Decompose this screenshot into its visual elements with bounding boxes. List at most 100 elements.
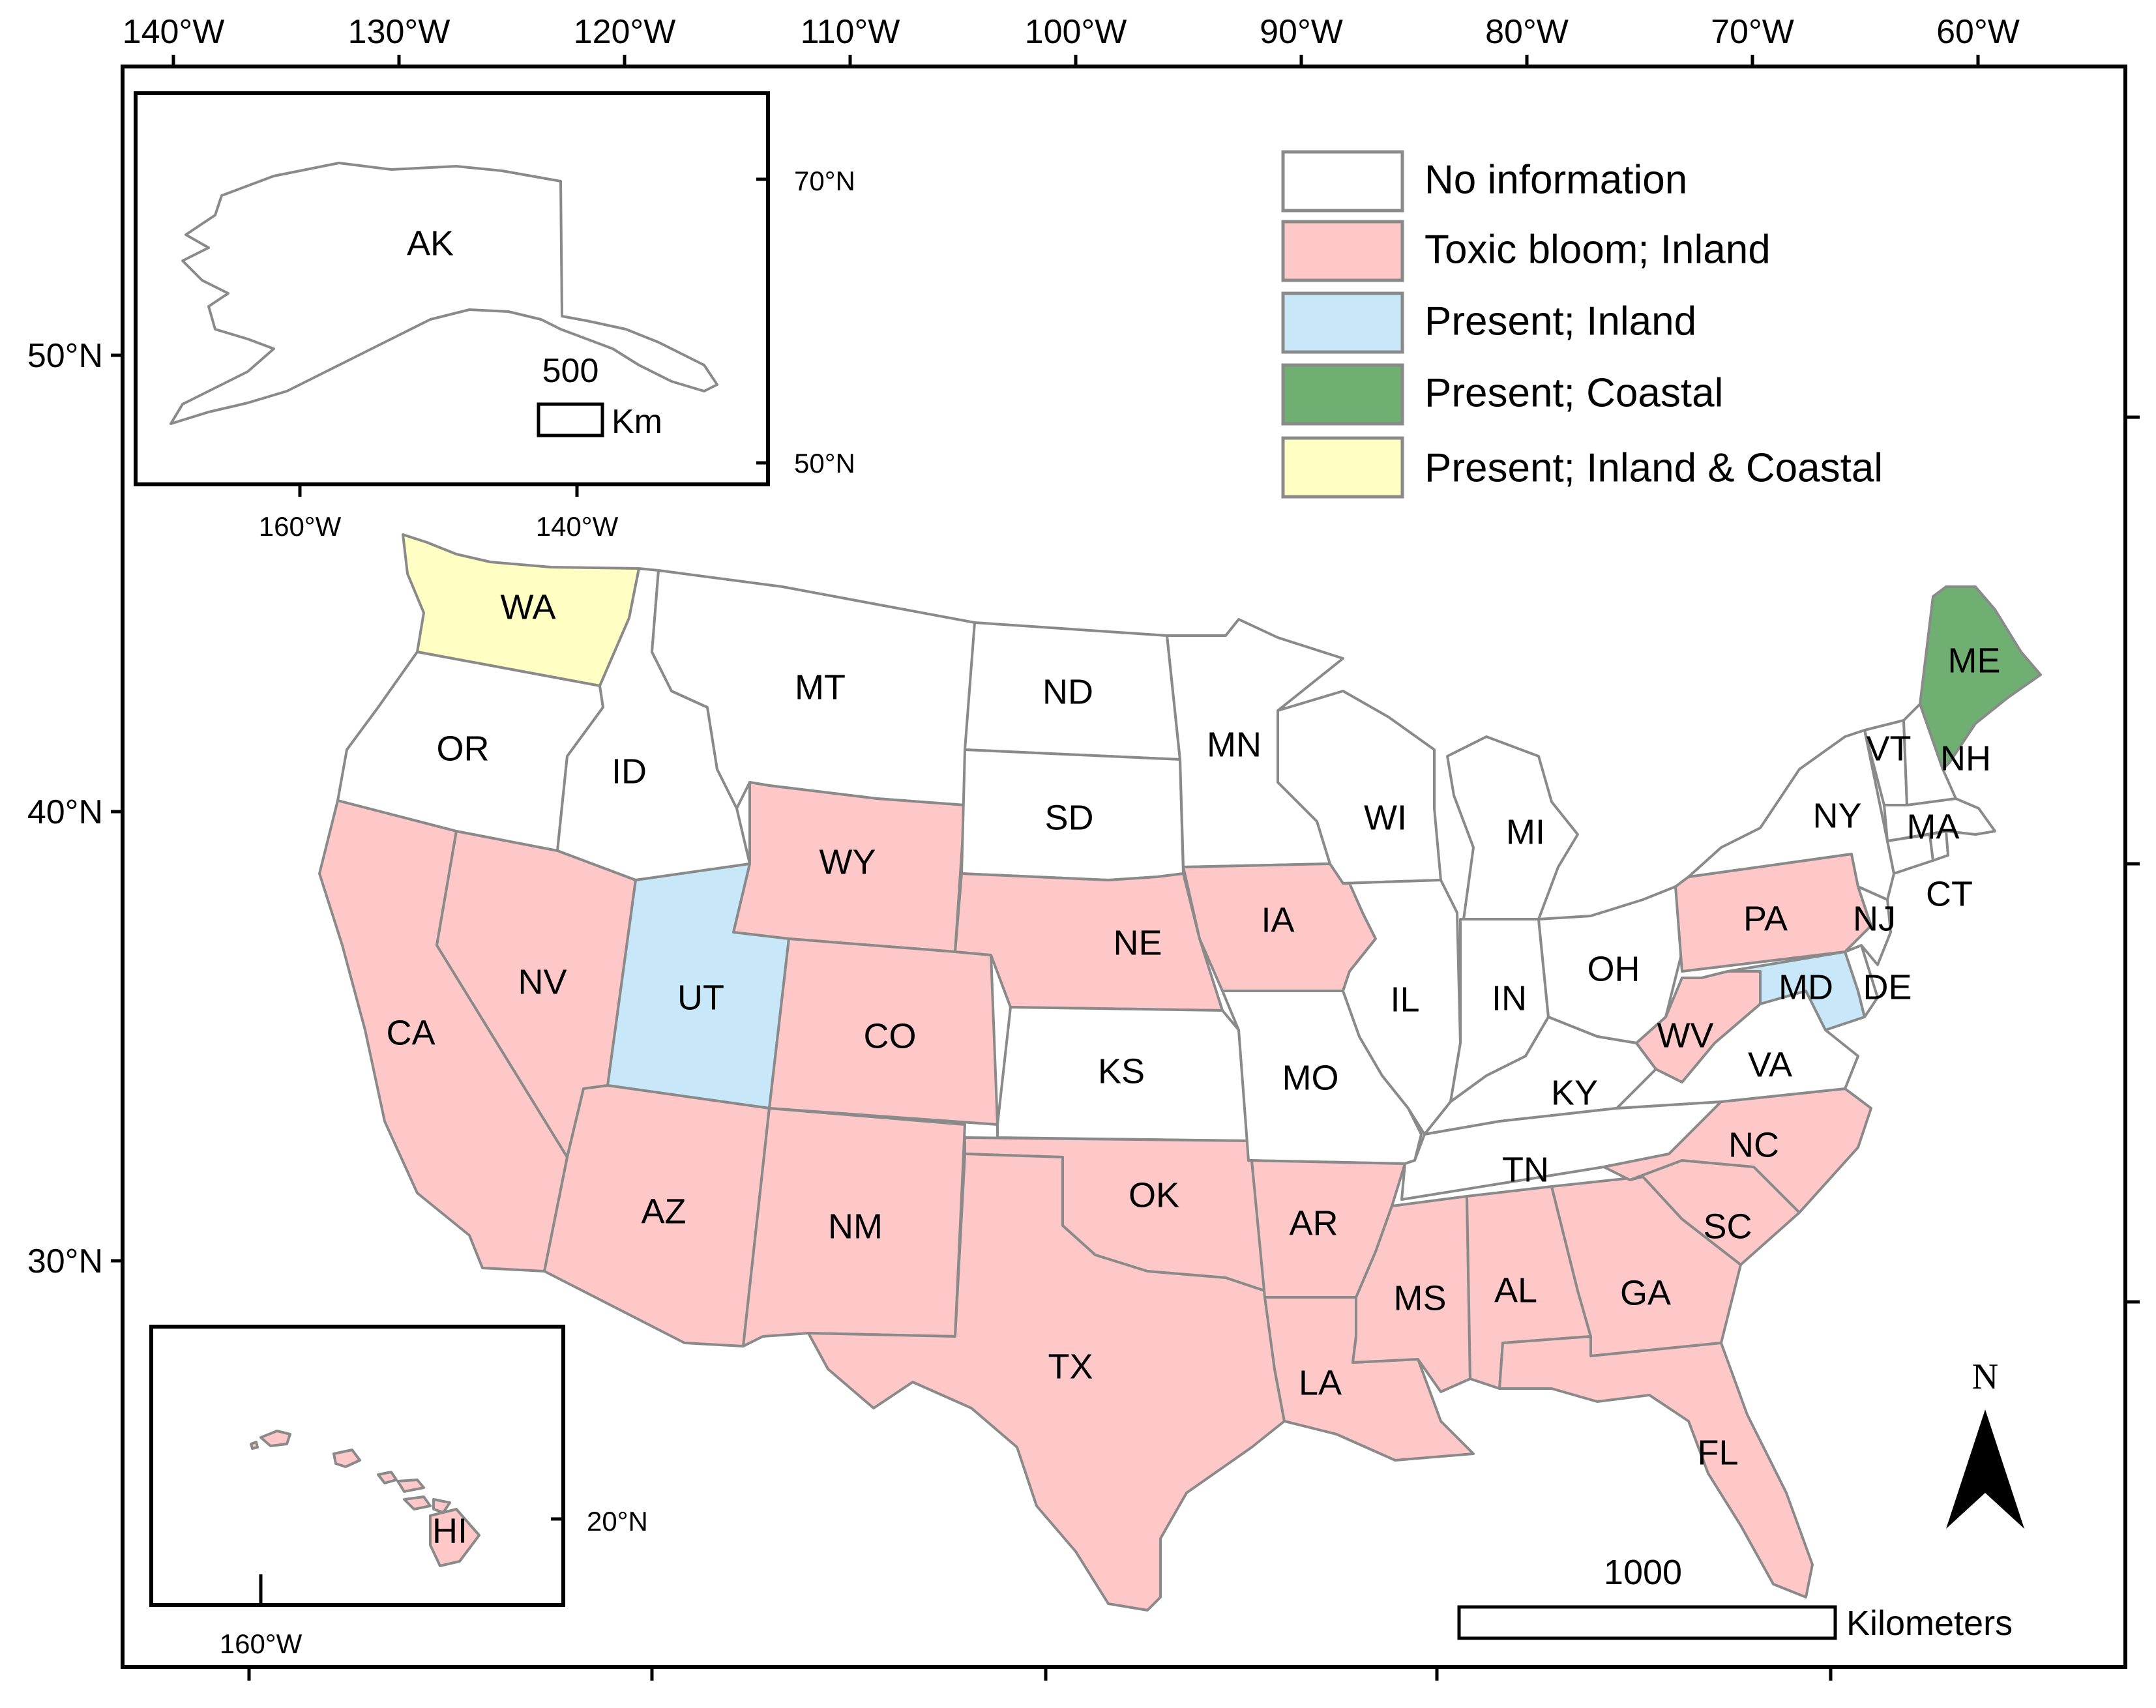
state-label-de: DE [1863, 967, 1912, 1007]
legend-item-present-coastal: Present; Coastal [1281, 363, 1723, 426]
state-label-al: AL [1494, 1271, 1537, 1310]
state-me [1919, 585, 2042, 771]
state-label-nc: NC [1728, 1125, 1779, 1164]
lon-label: 120°W [574, 13, 676, 51]
state-label-wa: WA [501, 587, 556, 626]
state-label-co: CO [864, 1016, 917, 1055]
state-label-id: ID [612, 752, 647, 791]
state-label-az: AZ [641, 1192, 686, 1231]
lon-label: 140°W [123, 13, 225, 51]
legend-label-toxic-inland: Toxic bloom; Inland [1425, 227, 1771, 272]
legend-item-present-inland-coastal: Present; Inland & Coastal [1281, 436, 1883, 499]
state-labels: WA OR CA ID NV MT WY UT AZ CO NM ND SD N… [386, 587, 2000, 1472]
state-label-tn: TN [1502, 1150, 1549, 1189]
state-ny [1687, 729, 1895, 901]
state-label-ar: AR [1289, 1203, 1338, 1243]
lat-label: 50°N [27, 337, 103, 375]
scale-bar-unit: Kilometers [1846, 1604, 2013, 1643]
lat-label: 40°N [27, 793, 103, 831]
state-label-in: IN [1492, 979, 1527, 1018]
hawaii-inset: HI 20°N 160°W [149, 1325, 648, 1659]
ak-lat-label-50: 50°N [794, 448, 855, 479]
state-co [768, 937, 999, 1126]
state-label-ia: IA [1261, 900, 1294, 939]
legend-swatch-present-inland [1281, 291, 1404, 354]
latitude-axis-left: 50°N 40°N 30°N [27, 337, 123, 1280]
legend-swatch-present-coastal [1281, 363, 1404, 426]
state-nh [1902, 703, 1957, 806]
state-fl [1498, 1335, 1814, 1598]
state-nj [1844, 885, 1892, 966]
state-label-wy: WY [820, 842, 876, 881]
lat-label: 30°N [27, 1243, 103, 1280]
scale-bar-value: 1000 [1604, 1553, 1682, 1592]
longitude-axis-top: 140°W 130°W 120°W 110°W 100°W 90°W 80°W … [123, 13, 2020, 66]
state-label-ut: UT [677, 978, 724, 1017]
state-nc [1602, 1087, 1872, 1214]
ak-scale-bar [537, 402, 604, 437]
north-arrow-label: N [1972, 1357, 1998, 1397]
state-label-ma: MA [1907, 807, 1960, 846]
legend-item-no-information: No information [1281, 150, 1687, 213]
lon-label: 60°W [1936, 13, 2020, 51]
state-label-ks: KS [1098, 1052, 1145, 1091]
state-mi [1446, 735, 1579, 920]
state-label-mi: MI [1506, 812, 1545, 851]
state-label-ms: MS [1394, 1278, 1447, 1318]
legend: No information Toxic bloom; Inland Prese… [1281, 150, 1883, 499]
state-label-la: LA [1299, 1363, 1342, 1402]
state-label-mo: MO [1282, 1058, 1339, 1097]
legend-label-present-inland-coastal: Present; Inland & Coastal [1425, 445, 1883, 490]
scale-bar: 1000 Kilometers [1457, 1553, 2013, 1643]
state-label-tx: TX [1048, 1347, 1093, 1386]
lon-label: 130°W [348, 13, 450, 51]
state-label-nj: NJ [1853, 899, 1896, 938]
state-label-sd: SD [1044, 798, 1093, 837]
legend-label-present-inland: Present; Inland [1425, 299, 1696, 344]
ak-scale-value: 500 [542, 352, 599, 390]
state-label-va: VA [1748, 1045, 1792, 1084]
state-label-ny: NY [1812, 796, 1861, 835]
state-label-nd: ND [1042, 672, 1093, 711]
legend-label-no-information: No information [1425, 157, 1687, 202]
state-label-me: ME [1948, 641, 2001, 680]
state-label-ct: CT [1926, 874, 1973, 913]
state-label-oh: OH [1587, 949, 1640, 988]
state-label-il: IL [1390, 980, 1419, 1019]
states-layer [318, 533, 2042, 1612]
lon-label: 90°W [1260, 13, 1343, 51]
hi-lon-label-160: 160°W [220, 1628, 303, 1659]
legend-item-toxic-inland: Toxic bloom; Inland [1281, 220, 1771, 282]
state-label-ak: AK [407, 224, 454, 263]
hi-lat-label-20: 20°N [587, 1506, 648, 1537]
state-label-hi: HI [432, 1511, 467, 1550]
alaska-inset-frame [134, 91, 770, 486]
state-il [1342, 879, 1462, 1136]
state-label-sc: SC [1703, 1207, 1752, 1246]
ak-lon-label-160: 160°W [259, 511, 342, 542]
alaska-inset: AK 70°N 50°N 160°W 140°W 500 Km [134, 91, 855, 542]
state-label-wi: WI [1364, 798, 1407, 837]
legend-swatch-toxic-inland [1281, 220, 1404, 282]
state-label-nv: NV [518, 962, 567, 1001]
lon-label: 100°W [1025, 13, 1127, 51]
hawaii-inset-frame [149, 1325, 565, 1607]
lon-label: 70°W [1711, 13, 1794, 51]
state-label-nh: NH [1940, 739, 1991, 778]
ak-lon-label-140: 140°W [536, 511, 619, 542]
legend-swatch-no-information [1281, 150, 1404, 213]
scale-bar-box [1457, 1605, 1837, 1640]
state-label-ga: GA [1620, 1273, 1671, 1312]
state-label-wv: WV [1657, 1016, 1714, 1055]
state-label-ok: OK [1129, 1175, 1179, 1215]
north-arrow: N [1946, 1357, 2024, 1529]
state-label-ne: NE [1113, 923, 1162, 962]
lon-label: 80°W [1485, 13, 1569, 51]
state-label-md: MD [1779, 967, 1833, 1007]
legend-label-present-coastal: Present; Coastal [1425, 370, 1723, 415]
state-label-vt: VT [1866, 729, 1911, 768]
legend-swatch-present-inland-coastal [1281, 436, 1404, 499]
longitude-ticks-bottom [247, 1667, 1833, 1681]
state-ma [1883, 797, 1996, 842]
